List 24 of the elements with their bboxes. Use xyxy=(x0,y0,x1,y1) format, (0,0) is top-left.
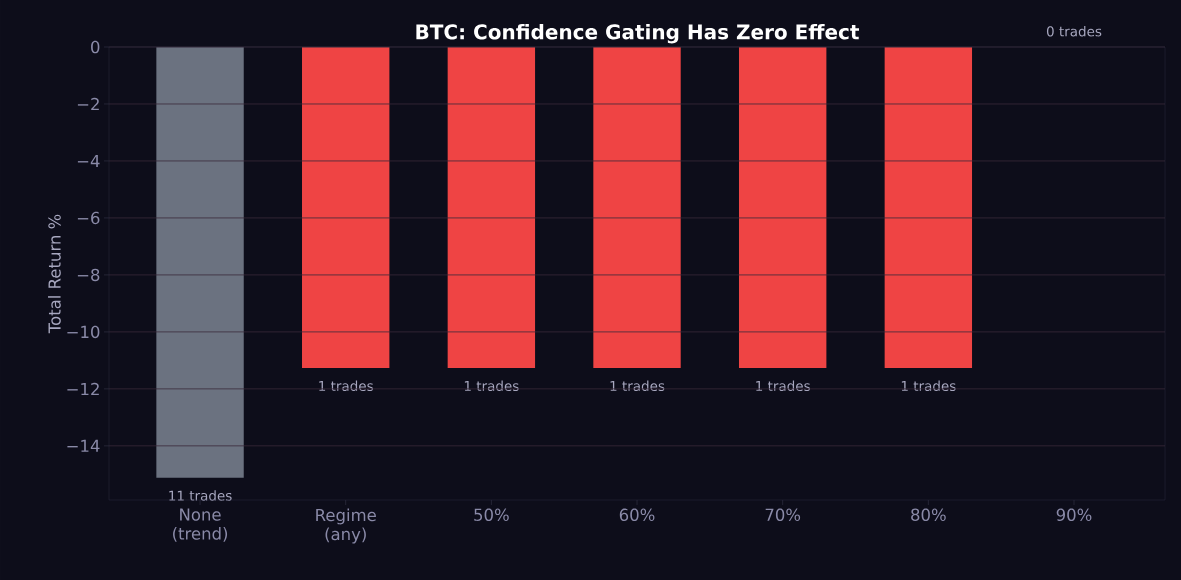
x-tick-label: Regime (any) xyxy=(316,508,376,544)
x-tick-label: 70% xyxy=(765,508,801,521)
annotation: 11 trades xyxy=(169,490,232,501)
annotation: 1 trades xyxy=(464,380,519,392)
annotation: 1 trades xyxy=(901,380,956,392)
y-tick-label: −12 xyxy=(67,382,99,395)
y-tick-label: −2 xyxy=(77,97,99,111)
annotation: 1 trades xyxy=(319,380,373,392)
x-tick-label: 60% xyxy=(619,508,655,521)
x-tick-label: 50% xyxy=(474,508,509,521)
y-tick-label: 0 xyxy=(91,40,100,54)
x-tick-label: None (trend) xyxy=(173,508,228,542)
x-tick-label: 90% xyxy=(1056,508,1092,521)
y-tick-label: −4 xyxy=(77,154,100,167)
annotation: 0 trades xyxy=(1046,26,1102,37)
y-tick-label: −14 xyxy=(67,439,100,452)
annotation: 1 trades xyxy=(610,380,665,392)
y-tick-label: −6 xyxy=(77,211,100,225)
x-tick-label: 80% xyxy=(911,508,946,521)
annotation: 1 trades xyxy=(756,380,810,392)
y-tick-label: −8 xyxy=(77,268,100,282)
chart-title: BTC: Confidence Gating Has Zero Effect xyxy=(416,23,860,44)
y-tick-label: −10 xyxy=(67,325,100,339)
y-axis-title: Total Return % xyxy=(48,214,61,334)
